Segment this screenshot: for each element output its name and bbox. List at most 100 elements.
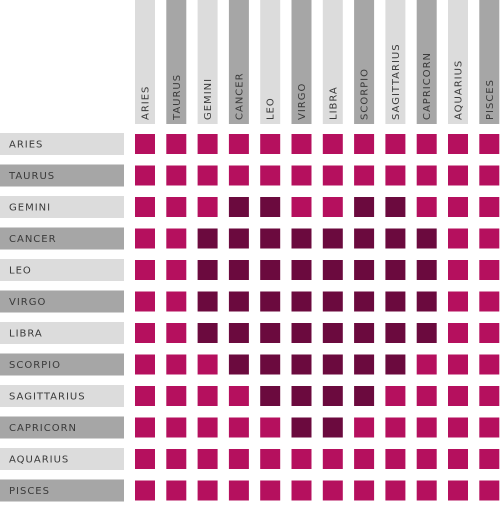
heatmap-cell-leo-sagittarius: [385, 260, 406, 280]
column-label-cancer: CANCER: [228, 0, 249, 124]
heatmap-cell-pisces-aries: [135, 480, 155, 501]
heatmap-cell-leo-taurus: [166, 260, 187, 280]
heatmap-cell-libra-libra: [322, 323, 343, 343]
heatmap-cell-aries-sagittarius: [385, 134, 406, 154]
heatmap-cell-gemini-leo: [260, 197, 281, 217]
heatmap-cell-pisces-taurus: [166, 480, 187, 501]
row-label-text: LEO: [9, 266, 32, 277]
heatmap-cell-sagittarius-cancer: [228, 386, 249, 406]
column-label-bg: [322, 0, 343, 124]
column-label-aquarius: AQUARIUS: [448, 0, 468, 124]
heatmap-cell-aquarius-aries: [135, 449, 155, 469]
row-label-text: PISCES: [9, 486, 50, 497]
heatmap-cell-capricorn-aquarius: [448, 417, 468, 438]
row-label-bg: [0, 448, 124, 470]
column-label-bg: [354, 0, 375, 124]
heatmap-cell-capricorn-scorpio: [354, 417, 375, 438]
heatmap-cell-virgo-aries: [135, 291, 155, 312]
heatmap-cell-cancer-leo: [260, 228, 281, 249]
row-label-libra: LIBRA: [0, 322, 124, 344]
heatmap-cell-scorpio-scorpio: [354, 354, 375, 375]
column-label-pisces: PISCES: [479, 0, 500, 124]
heatmap-cell-gemini-pisces: [479, 197, 500, 217]
heatmap-cell-aquarius-virgo: [291, 449, 312, 469]
column-label-text: SCORPIO: [360, 68, 371, 120]
heatmap-cell-pisces-sagittarius: [385, 480, 406, 501]
row-label-text: SAGITTARIUS: [9, 392, 86, 403]
heatmap-cell-capricorn-sagittarius: [385, 417, 406, 438]
heatmap-cell-aries-capricorn: [416, 134, 437, 154]
heatmap-cell-leo-gemini: [197, 260, 218, 280]
heatmap-cell-virgo-libra: [322, 291, 343, 312]
column-label-virgo: VIRGO: [291, 0, 312, 124]
heatmap-cell-capricorn-cancer: [228, 417, 249, 438]
column-label-text: PISCES: [485, 79, 496, 120]
row-label-text: ARIES: [9, 140, 43, 151]
heatmap-cell-aries-aries: [135, 134, 155, 154]
heatmap-cell-sagittarius-pisces: [479, 386, 500, 406]
heatmap-cell-leo-scorpio: [354, 260, 375, 280]
heatmap-cell-virgo-pisces: [479, 291, 500, 312]
heatmap-cell-taurus-sagittarius: [385, 165, 406, 186]
heatmap-cell-sagittarius-gemini: [197, 386, 218, 406]
heatmap-cell-taurus-virgo: [291, 165, 312, 186]
heatmap-cell-virgo-sagittarius: [385, 291, 406, 312]
column-label-capricorn: CAPRICORN: [416, 0, 437, 124]
row-label-bg: [0, 353, 124, 376]
heatmap-cell-capricorn-virgo: [291, 417, 312, 438]
row-label-text: GEMINI: [9, 203, 51, 214]
heatmap-cell-aries-pisces: [479, 134, 500, 154]
heatmap-cell-sagittarius-virgo: [291, 386, 312, 406]
heatmap-cell-aries-cancer: [228, 134, 249, 154]
row-label-aquarius: AQUARIUS: [0, 448, 124, 470]
heatmap-cell-aquarius-taurus: [166, 449, 187, 469]
heatmap-cell-gemini-gemini: [197, 197, 218, 217]
column-label-sagittarius: SAGITTARIUS: [385, 0, 406, 124]
heatmap-cell-libra-gemini: [197, 323, 218, 343]
heatmap-cell-gemini-libra: [322, 197, 343, 217]
heatmap-cell-gemini-virgo: [291, 197, 312, 217]
row-label-text: VIRGO: [9, 297, 46, 308]
heatmap-cell-aquarius-gemini: [197, 449, 218, 469]
heatmap-cell-aquarius-sagittarius: [385, 449, 406, 469]
column-label-text: LEO: [266, 97, 277, 120]
heatmap-cell-gemini-cancer: [228, 197, 249, 217]
heatmap-cell-aquarius-leo: [260, 449, 281, 469]
heatmap-cell-cancer-sagittarius: [385, 228, 406, 249]
heatmap-cell-sagittarius-libra: [322, 386, 343, 406]
heatmap-cell-virgo-aquarius: [448, 291, 468, 312]
column-label-text: CANCER: [234, 72, 245, 120]
heatmap-cell-gemini-aquarius: [448, 197, 468, 217]
heatmap-cell-cancer-virgo: [291, 228, 312, 249]
heatmap-cell-taurus-leo: [260, 165, 281, 186]
heatmap-cell-scorpio-libra: [322, 354, 343, 375]
heatmap-cell-capricorn-libra: [322, 417, 343, 438]
row-label-bg: [0, 290, 124, 313]
heatmap-cell-leo-leo: [260, 260, 281, 280]
heatmap-cell-pisces-virgo: [291, 480, 312, 501]
heatmap-cell-libra-sagittarius: [385, 323, 406, 343]
heatmap-cell-virgo-gemini: [197, 291, 218, 312]
heatmap-cell-aries-scorpio: [354, 134, 375, 154]
heatmap-cell-pisces-aquarius: [448, 480, 468, 501]
column-label-bg: [228, 0, 249, 124]
heatmap-cell-aquarius-capricorn: [416, 449, 437, 469]
row-label-bg: [0, 164, 124, 187]
heatmap-cell-gemini-aries: [135, 197, 155, 217]
heatmap-cell-gemini-scorpio: [354, 197, 375, 217]
column-label-bg: [479, 0, 500, 124]
row-label-bg: [0, 479, 124, 502]
heatmap-cell-capricorn-aries: [135, 417, 155, 438]
row-label-capricorn: CAPRICORN: [0, 416, 124, 439]
row-label-bg: [0, 133, 124, 155]
heatmap-cell-capricorn-capricorn: [416, 417, 437, 438]
heatmap-cell-leo-virgo: [291, 260, 312, 280]
heatmap-cell-cancer-pisces: [479, 228, 500, 249]
heatmap-cell-aquarius-aquarius: [448, 449, 468, 469]
row-label-bg: [0, 416, 124, 439]
heatmap-cell-cancer-gemini: [197, 228, 218, 249]
column-label-text: AQUARIUS: [454, 60, 465, 120]
heatmap-cell-taurus-pisces: [479, 165, 500, 186]
row-label-text: CANCER: [9, 234, 57, 245]
heatmap-cell-sagittarius-taurus: [166, 386, 187, 406]
